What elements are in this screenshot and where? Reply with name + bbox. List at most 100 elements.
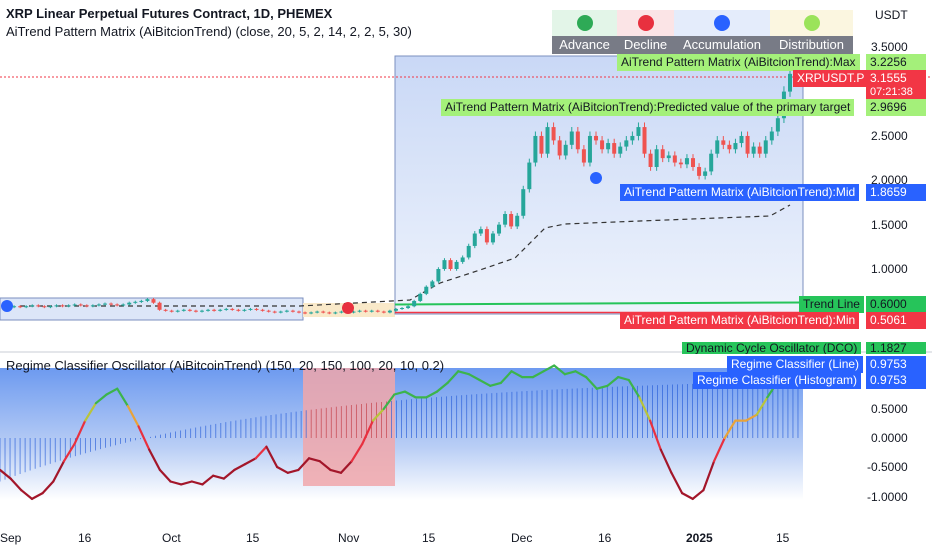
time-tick: 16 xyxy=(598,531,612,545)
candle-body xyxy=(96,304,101,306)
candle-body xyxy=(709,153,714,172)
legend-accumulation-cell xyxy=(674,10,770,36)
oscillator-segment xyxy=(563,370,577,376)
candle-body xyxy=(672,155,677,163)
candle-body xyxy=(763,140,768,154)
candle-body xyxy=(327,312,332,314)
candle-body xyxy=(636,127,641,136)
rc-hist-label: Regime Classifier (Histogram) xyxy=(693,372,862,389)
rc-line-value: 0.9753 xyxy=(866,356,926,373)
candle-body xyxy=(739,135,744,144)
candle-body xyxy=(563,144,568,156)
candle-body xyxy=(587,135,592,163)
candle-body xyxy=(272,311,277,313)
candle-body xyxy=(551,127,556,141)
candle-body xyxy=(509,214,514,227)
candle-body xyxy=(109,303,114,305)
candle-body xyxy=(557,140,562,156)
candle-body xyxy=(406,306,411,309)
oscillator-segment xyxy=(126,405,140,428)
candle-body xyxy=(697,166,702,176)
candle-body xyxy=(18,306,23,308)
candle-body xyxy=(230,308,235,310)
accumulation-marker-icon xyxy=(590,172,602,184)
legend-accumulation-label: Accumulation xyxy=(674,36,770,54)
oscillator-segment xyxy=(222,468,236,480)
candle-body xyxy=(212,309,217,311)
indicator2-title[interactable]: Regime Classifier Oscillator (AiBitcoinT… xyxy=(6,358,445,373)
oscillator-segment xyxy=(233,463,247,471)
candle-body xyxy=(751,146,756,154)
candle-body xyxy=(527,162,532,190)
candle-body xyxy=(175,310,180,312)
oscillator-segment xyxy=(201,474,215,486)
accumulation-dot-icon xyxy=(714,15,730,31)
legend-distribution-label: Distribution xyxy=(770,36,853,54)
oscillator-segment xyxy=(659,448,673,474)
dco-value: 1.1827 xyxy=(866,342,926,354)
candle-body xyxy=(539,135,544,154)
oscillator-segment xyxy=(84,402,98,422)
candle-body xyxy=(521,189,526,216)
candle-body xyxy=(254,308,259,310)
candle-body xyxy=(339,311,344,313)
oscillator-segment xyxy=(702,460,716,492)
oscillator-segment xyxy=(755,396,769,416)
currency-label[interactable]: USDT xyxy=(875,8,908,22)
candle-body xyxy=(54,305,59,307)
oscillator-segment xyxy=(169,480,183,486)
time-tick: Oct xyxy=(162,531,181,545)
candle-body xyxy=(24,306,29,308)
oscillator-segment xyxy=(382,393,396,411)
oscillator-segment xyxy=(275,465,289,474)
oscillator-segment xyxy=(297,457,311,471)
oscillator-segment xyxy=(691,489,705,500)
candle-body xyxy=(242,309,247,311)
candle-body xyxy=(193,310,198,312)
min-value: 0.5061 xyxy=(866,312,926,329)
candle-body xyxy=(490,233,495,243)
oscillator-segment xyxy=(286,468,300,474)
candle-body xyxy=(145,299,150,301)
price-tick: 2.0000 xyxy=(871,173,908,187)
oscillator-segment xyxy=(73,419,87,445)
oscillator-segment xyxy=(361,419,375,445)
candle-body xyxy=(30,305,35,307)
candle-body xyxy=(121,304,126,306)
oscillator-segment xyxy=(744,413,758,422)
candle-body xyxy=(206,309,211,311)
oscillator-segment xyxy=(403,390,417,399)
mid-label: AiTrend Pattern Matrix (AiBitcionTrend):… xyxy=(620,184,860,201)
oscillator-segment xyxy=(62,442,76,463)
predicted-target-label: AiTrend Pattern Matrix (AiBitcionTrend):… xyxy=(441,99,855,116)
mid-dashed-line xyxy=(20,204,791,307)
symbol-label[interactable]: XRPUSDT.P xyxy=(793,70,869,87)
oscillator-segment xyxy=(244,457,257,466)
candle-body xyxy=(788,73,792,92)
min-label: AiTrend Pattern Matrix (AiBitcionTrend):… xyxy=(620,312,860,329)
oscillator-segment xyxy=(137,425,151,451)
candle-body xyxy=(703,171,708,176)
candle-body xyxy=(248,308,253,310)
candle-body xyxy=(60,305,65,307)
oscillator-segment xyxy=(627,378,641,399)
time-tick-year: 2025 xyxy=(686,531,713,545)
oscillator-segment xyxy=(585,376,598,390)
candle-body xyxy=(224,308,229,310)
candle-body xyxy=(157,302,162,310)
candle-body xyxy=(606,143,611,150)
candle-body xyxy=(684,158,689,165)
candle-body xyxy=(497,224,502,234)
oscillator-segment xyxy=(446,370,460,384)
candle-body xyxy=(42,306,47,308)
candle-body xyxy=(133,301,138,303)
candle-body xyxy=(460,257,465,262)
oscillator-segment xyxy=(680,492,694,500)
candle-body xyxy=(515,215,520,227)
oscillator-segment xyxy=(489,381,503,387)
candle-body xyxy=(678,162,683,165)
oscillator-segment xyxy=(41,480,55,495)
oscillator-segment xyxy=(670,471,684,495)
candle-body xyxy=(775,118,780,132)
indicator1-title[interactable]: AiTrend Pattern Matrix (AiBitcionTrend) … xyxy=(6,24,412,39)
